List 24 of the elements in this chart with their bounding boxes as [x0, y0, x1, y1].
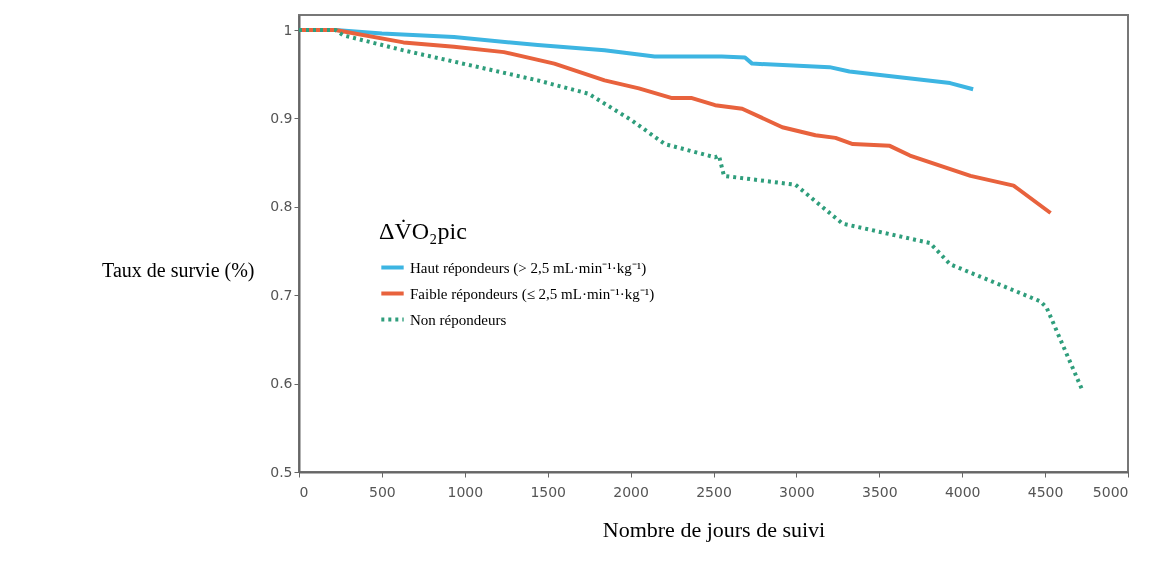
- y-tick-label: 0.8: [270, 198, 293, 215]
- x-tick-label: 0: [299, 483, 309, 500]
- x-tick-label: 500: [369, 483, 396, 500]
- line-series: [297, 28, 1084, 391]
- legend-title: ΔV̇O₂pic: [379, 218, 467, 244]
- y-tick-label: 0.7: [270, 286, 293, 303]
- x-axis-title: Nombre de jours de suivi: [602, 516, 826, 542]
- x-tick-label: 1000: [447, 483, 484, 500]
- legend-label: Non répondeurs: [410, 311, 507, 328]
- x-tick-label: 3000: [779, 483, 815, 500]
- y-axis-title: Taux de survie (%): [102, 258, 255, 282]
- x-tick-label: 5000: [1092, 483, 1129, 500]
- x-tick-label: 1500: [530, 483, 567, 500]
- x-tick-label: 4500: [1027, 483, 1064, 500]
- x-tick-label: 4000: [944, 483, 981, 500]
- x-tick-label: 2500: [696, 483, 732, 500]
- x-tick-label: 3500: [861, 483, 898, 500]
- y-tick-label: 0.5: [270, 463, 293, 480]
- y-tick-label: 0.9: [270, 109, 293, 126]
- legend-label: Haut répondeurs (> 2,5 mL·min⁻¹·kg⁻¹): [410, 259, 647, 277]
- legend-label: Faible répondeurs (≤ 2,5 mL·min⁻¹·kg⁻¹): [410, 285, 655, 303]
- y-tick-label: 1: [283, 21, 293, 38]
- x-tick-label: 2000: [613, 483, 649, 500]
- y-tick-label: 0.6: [270, 375, 293, 392]
